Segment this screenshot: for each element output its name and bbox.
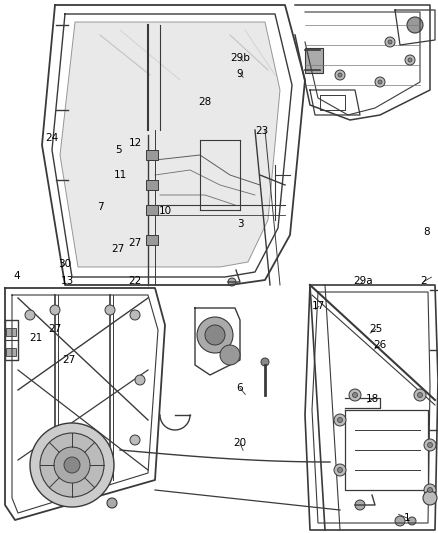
Circle shape [424,484,436,496]
Circle shape [220,345,240,365]
Circle shape [30,423,114,507]
Circle shape [64,457,80,473]
Circle shape [130,435,140,445]
Circle shape [385,37,395,47]
Bar [305,48,323,73]
Text: 27: 27 [112,245,125,254]
Text: 29a: 29a [353,277,372,286]
Text: 2: 2 [420,277,427,286]
Circle shape [405,55,415,65]
Circle shape [378,80,382,84]
Text: 21: 21 [29,334,42,343]
Text: 25: 25 [369,325,382,334]
Text: 17: 17 [312,302,325,311]
Text: 5: 5 [115,146,122,155]
Circle shape [424,439,436,451]
Text: 18: 18 [366,394,379,403]
Circle shape [50,305,60,315]
Circle shape [107,498,117,508]
Circle shape [355,500,365,510]
Polygon shape [146,150,158,160]
Circle shape [408,58,412,62]
Text: 27: 27 [128,238,141,247]
Text: 27: 27 [63,355,76,365]
Circle shape [334,414,346,426]
Circle shape [130,310,140,320]
Text: 23: 23 [255,126,268,135]
Text: 6: 6 [237,383,244,393]
Text: 10: 10 [159,206,172,215]
Circle shape [25,310,35,320]
Bar [6,328,16,336]
Circle shape [407,17,423,33]
Circle shape [427,442,432,448]
Text: 3: 3 [237,219,244,229]
Text: 24: 24 [45,133,58,142]
Text: 22: 22 [128,277,141,286]
Bar [6,348,16,356]
Text: 7: 7 [97,202,104,212]
Circle shape [423,491,437,505]
Circle shape [54,447,90,483]
Circle shape [197,317,233,353]
Polygon shape [60,22,280,267]
Circle shape [338,73,342,77]
Text: 29b: 29b [230,53,250,62]
Circle shape [228,278,236,286]
Polygon shape [146,205,158,215]
Text: 8: 8 [424,227,431,237]
Circle shape [105,305,115,315]
Text: 12: 12 [129,138,142,148]
Circle shape [353,392,357,398]
Circle shape [349,389,361,401]
Circle shape [205,325,225,345]
Text: 27: 27 [48,325,61,334]
Circle shape [375,77,385,87]
Circle shape [395,516,405,526]
Text: 26: 26 [374,341,387,350]
Circle shape [414,389,426,401]
Text: 30: 30 [58,259,71,269]
Circle shape [135,375,145,385]
Text: 13: 13 [61,277,74,286]
Circle shape [261,358,269,366]
Text: 9: 9 [237,69,244,78]
Polygon shape [146,180,158,190]
Circle shape [335,70,345,80]
Circle shape [388,40,392,44]
Circle shape [427,488,432,492]
Circle shape [417,392,423,398]
Circle shape [338,467,343,472]
Text: 28: 28 [198,98,212,107]
Circle shape [338,417,343,423]
Polygon shape [146,235,158,245]
Circle shape [40,433,104,497]
Circle shape [408,517,416,525]
Text: 1: 1 [404,513,411,523]
Text: 20: 20 [233,439,247,448]
Circle shape [334,464,346,476]
Text: 11: 11 [114,170,127,180]
Text: 4: 4 [13,271,20,281]
